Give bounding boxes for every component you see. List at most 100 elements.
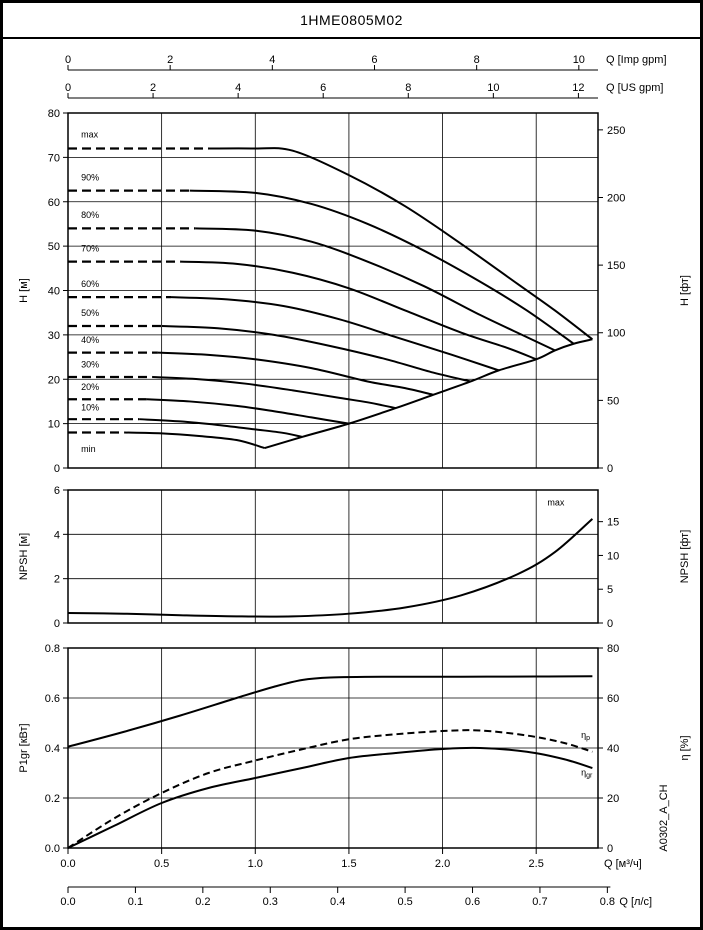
power-chart: 0.0 0.2 0.4 0.6 0.8 0 20 40 60 80 P1gr [кВт] η [%] η… <box>18 643 691 855</box>
tick-label: 20 <box>607 793 619 805</box>
tick-label: 70 <box>48 152 60 164</box>
tick-label: 10 <box>573 54 585 66</box>
tick-label: 150 <box>607 260 625 272</box>
bottom-axis-ls: 0.0 0.1 0.2 0.3 0.4 0.5 0.6 0.7 0.8 Q [л/с] <box>60 886 652 908</box>
curve-label-30pct: 30% <box>81 360 99 370</box>
curve-max <box>208 147 593 341</box>
tick-label: 6 <box>320 82 326 94</box>
tick-label: 15 <box>607 517 619 529</box>
tick-label: 4 <box>54 529 60 541</box>
tick-label: 12 <box>572 82 584 94</box>
tick-label: 30 <box>48 330 60 342</box>
curve-90pct <box>189 189 575 345</box>
tick-label: 10 <box>607 550 619 562</box>
tick-label: 80 <box>607 643 619 655</box>
tick-label: 0.0 <box>60 896 75 908</box>
curve-npsh-max <box>67 518 594 618</box>
head-right-axis-title: H [фт] <box>679 275 691 306</box>
tick-label: 50 <box>607 395 619 407</box>
curve-70pct <box>180 260 537 361</box>
tick-label: 0.7 <box>532 896 547 908</box>
curve-label-max: max <box>81 129 99 139</box>
curve-envelope <box>264 338 593 449</box>
tick-label: 0.2 <box>45 793 60 805</box>
tick-label: 0.0 <box>60 858 75 870</box>
bottom-axis-title-m3h: Q [м³/ч] <box>604 858 642 870</box>
pump-model-title: 1HME0805M02 <box>300 12 403 28</box>
top-axis-title-imp-gpm: Q [Imp gpm] <box>606 54 667 66</box>
tick-label: 4 <box>269 54 275 66</box>
tick-label: 0 <box>607 843 613 855</box>
tick-label: 0.8 <box>600 896 615 908</box>
tick-label: 2 <box>150 82 156 94</box>
tick-label: 1.5 <box>341 858 356 870</box>
tick-label: 0 <box>65 82 71 94</box>
bottom-axis-title-ls: Q [л/с] <box>619 896 652 908</box>
curve-label-10pct: 10% <box>81 402 99 412</box>
npsh-right-axis-title: NPSH [фт] <box>679 530 691 584</box>
curve-min <box>124 431 265 449</box>
curve-label-eta-gr: ηgr <box>581 768 593 780</box>
tick-label: 40 <box>607 743 619 755</box>
tick-label: 0.4 <box>330 896 345 908</box>
head-left-axis-title: H [м] <box>18 278 30 303</box>
tick-label: 0.6 <box>465 896 480 908</box>
power-left-axis-title: P1gr [кВт] <box>18 723 30 772</box>
tick-label: 2.5 <box>529 858 544 870</box>
tick-label: 60 <box>48 197 60 209</box>
tick-label: 0 <box>54 463 60 475</box>
tick-label: 0 <box>65 54 71 66</box>
tick-label: 0.2 <box>195 896 210 908</box>
curve-40pct <box>157 351 434 396</box>
title-bar: 1HME0805M02 <box>3 3 700 39</box>
curve-label-40pct: 40% <box>81 335 99 345</box>
tick-label: 5 <box>607 584 613 596</box>
tick-label: 0.3 <box>263 896 278 908</box>
tick-label: 6 <box>371 54 377 66</box>
tick-label: 10 <box>487 82 499 94</box>
tick-label: 250 <box>607 125 625 137</box>
npsh-chart: 0 2 4 6 0 5 10 15 NPSH [м] NPSH [фт] max <box>18 485 691 630</box>
bottom-axis-m3h: 0.0 0.5 1.0 1.5 2.0 2.5 Q [м³/ч] <box>60 848 642 870</box>
tick-label: 0 <box>607 463 613 475</box>
tick-label: 6 <box>54 485 60 497</box>
curve-label-eta-p: ηp <box>581 730 590 742</box>
drawing-code-label: A0302_A_CH <box>658 784 670 851</box>
tick-label: 4 <box>235 82 241 94</box>
curve-label-80pct: 80% <box>81 210 99 220</box>
curve-label-70pct: 70% <box>81 243 99 253</box>
tick-label: 0 <box>54 618 60 630</box>
tick-label: 200 <box>607 192 625 204</box>
tick-label: 0.5 <box>397 896 412 908</box>
npsh-plot-frame <box>67 489 599 624</box>
tick-label: 0.8 <box>45 643 60 655</box>
tick-label: 50 <box>48 241 60 253</box>
tick-label: 1.0 <box>248 858 263 870</box>
top-axis-title-us-gpm: Q [US gpm] <box>606 82 663 94</box>
tick-label: 2.0 <box>435 858 450 870</box>
curve-label-min: min <box>81 444 96 454</box>
tick-label: 0.6 <box>45 693 60 705</box>
curve-10pct <box>139 418 303 438</box>
tick-label: 0.4 <box>45 743 60 755</box>
tick-label: 8 <box>474 54 480 66</box>
curve-30pct <box>152 376 396 410</box>
curve-50pct <box>161 325 471 383</box>
curve-p1gr <box>67 675 593 748</box>
tick-label: 2 <box>167 54 173 66</box>
curve-20pct <box>146 398 350 425</box>
curve-label-90pct: 90% <box>81 172 99 182</box>
tick-label: 40 <box>48 286 60 298</box>
tick-label: 100 <box>607 328 625 340</box>
power-right-axis-title: η [%] <box>679 735 691 760</box>
tick-label: 0 <box>607 618 613 630</box>
tick-label: 10 <box>48 419 60 431</box>
pump-curves-canvas: 0 2 4 6 8 10 Q [Imp gpm] 0 2 4 6 8 10 12 Q [US gpm] 0 10… <box>18 54 691 908</box>
tick-label: 0.1 <box>128 896 143 908</box>
curve-label-60pct: 60% <box>81 279 99 289</box>
tick-label: 60 <box>607 693 619 705</box>
npsh-left-axis-title: NPSH [м] <box>18 533 30 580</box>
tick-label: 20 <box>48 374 60 386</box>
curve-80pct <box>195 227 556 352</box>
